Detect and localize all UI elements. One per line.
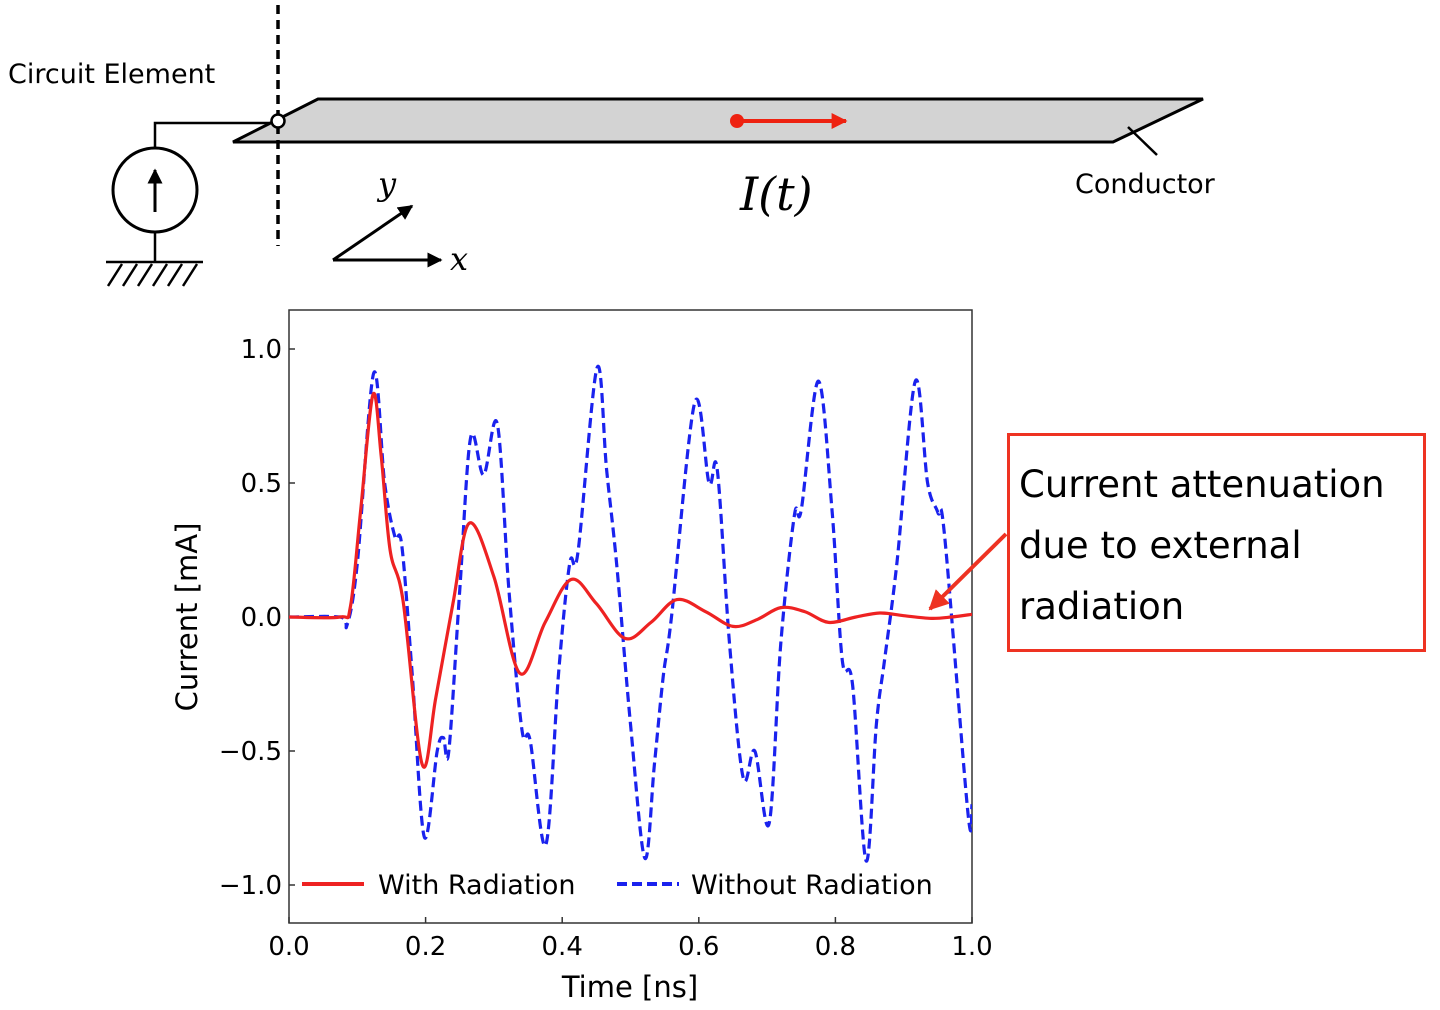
y-tick-label: 0.0 [241,603,282,633]
y-axis-arrow-icon [332,204,414,262]
y-axis-label: y [376,165,397,203]
current-label: I(t) [739,167,813,221]
ground-icon [106,260,203,287]
legend-label: With Radiation [378,870,576,901]
legend: With Radiation Without Radiation [302,870,933,901]
source-wire [153,121,272,148]
series-lines [289,364,972,863]
y-tick-label: −0.5 [219,737,282,767]
x-tick-label: 0.4 [542,932,583,962]
annotation-arrow [928,532,1008,611]
circuit-element-label: Circuit Element [8,59,215,90]
x-tick-label: 0.8 [815,932,856,962]
current-dot-icon [730,114,744,128]
circuit-diagram: Circuit Element I(t) Conductor x y [8,5,1216,287]
legend-label: Without Radiation [691,870,933,901]
x-tick-label: 0.0 [268,932,309,962]
x-axis-label: x [450,240,468,278]
conductor-leader-line [1127,126,1158,156]
y-tick-label: 1.0 [241,335,282,365]
ticks: 0.0 0.2 0.4 0.6 0.8 1.0 1.0 0.5 0.0 −0.5 −1.0 [219,335,993,962]
y-tick-label: 0.5 [241,469,282,499]
y-tick-label: −1.0 [219,871,282,901]
conductor-label: Conductor [1075,169,1216,200]
chart: 0.0 0.2 0.4 0.6 0.8 1.0 1.0 0.5 0.0 −0.5 −1.0 With… [170,309,993,1004]
series-line-without-radiation [289,364,972,863]
annotation-box: Current attenuation due to external radi… [1007,433,1426,652]
x-tick-label: 0.2 [405,932,446,962]
y-axis-title: Current [mA] [170,523,204,712]
x-tick-label: 1.0 [951,932,992,962]
x-axis-title: Time [ns] [561,970,698,1004]
series-line-with-radiation [289,391,972,769]
x-tick-label: 0.6 [678,932,719,962]
port-terminal-icon [270,113,286,129]
annotation-text: Current attenuation due to external radi… [1019,463,1385,628]
conductor-plate [232,97,1204,144]
